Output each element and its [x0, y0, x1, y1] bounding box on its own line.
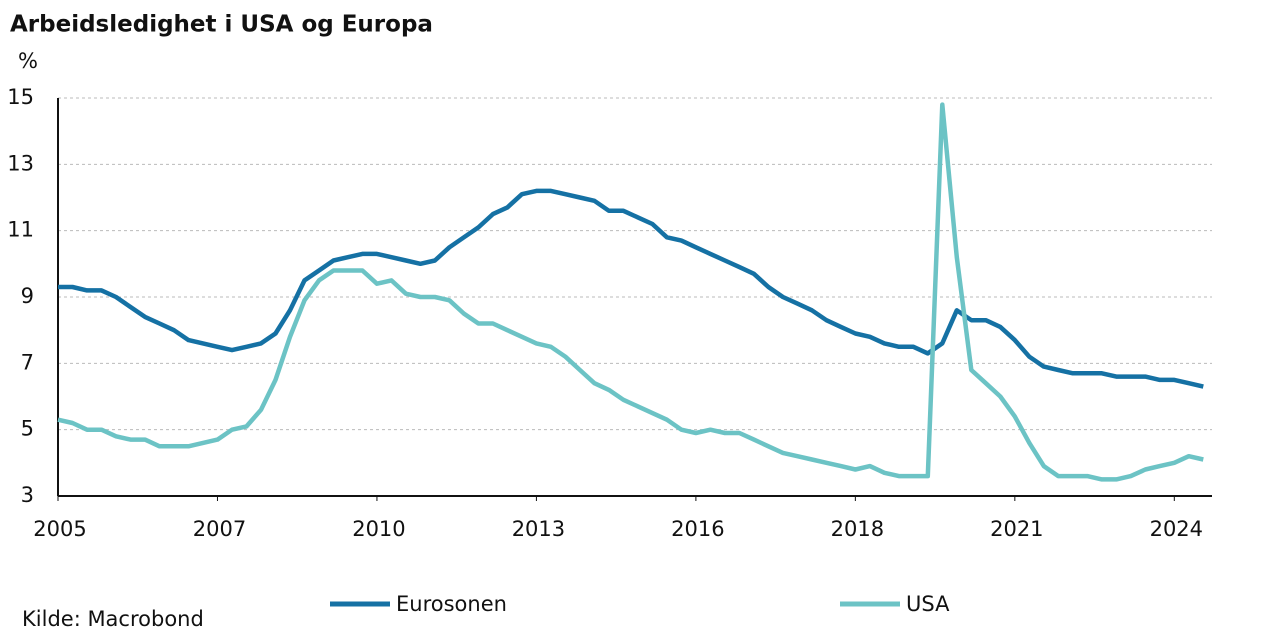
y-tick-label: 7: [21, 350, 34, 374]
y-tick-label: 3: [21, 483, 34, 507]
y-tick-label: 5: [21, 417, 34, 441]
legend-label: USA: [906, 592, 950, 616]
legend-label: Eurosonen: [396, 592, 507, 616]
x-tick-label: 2018: [831, 517, 884, 541]
y-tick-label: 9: [21, 284, 34, 308]
x-tick-label: 2010: [352, 517, 405, 541]
y-tick-label: 11: [7, 218, 34, 242]
y-tick-label: 15: [7, 85, 34, 109]
x-tick-label: 2005: [33, 517, 86, 541]
x-tick-label: 2024: [1150, 517, 1203, 541]
y-tick-label: 13: [7, 151, 34, 175]
y-axis-label: %: [18, 49, 38, 73]
x-tick-label: 2016: [671, 517, 724, 541]
chart-title: Arbeidsledighet i USA og Europa: [10, 12, 433, 38]
x-tick-label: 2007: [193, 517, 246, 541]
x-tick-label: 2021: [990, 517, 1043, 541]
x-tick-label: 2013: [512, 517, 565, 541]
line-series: [58, 188, 1204, 389]
line-series: [57, 102, 1204, 482]
source: Kilde: Macrobond: [22, 607, 204, 631]
